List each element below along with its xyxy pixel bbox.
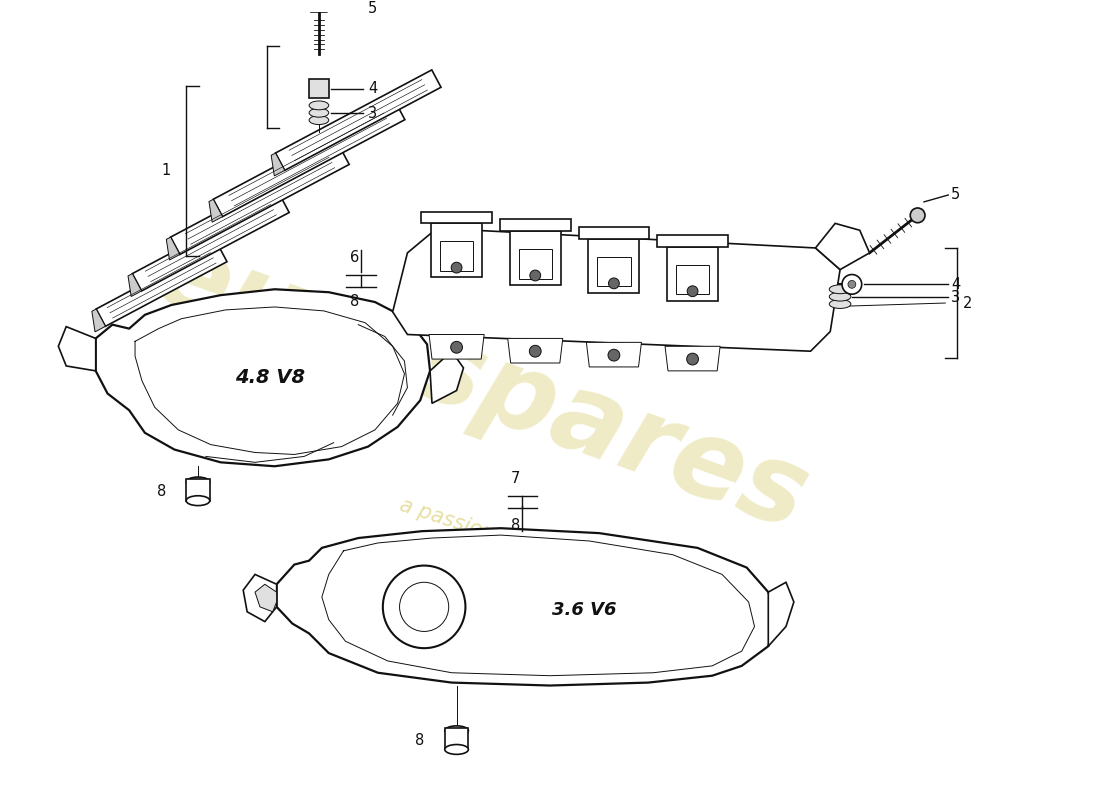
Polygon shape [243, 574, 276, 622]
Ellipse shape [444, 745, 469, 754]
Text: 4.8 V8: 4.8 V8 [234, 368, 305, 387]
Ellipse shape [186, 477, 210, 487]
Bar [444, 728, 469, 750]
Text: 8: 8 [156, 484, 166, 499]
Circle shape [399, 582, 449, 631]
Polygon shape [166, 237, 180, 260]
Polygon shape [518, 249, 552, 278]
Polygon shape [667, 247, 718, 301]
Polygon shape [440, 241, 473, 270]
Text: 2: 2 [962, 295, 972, 310]
Text: 5: 5 [952, 187, 960, 202]
Text: 6: 6 [350, 250, 359, 266]
Circle shape [910, 208, 925, 222]
Text: a passion for parts since 1985: a passion for parts since 1985 [397, 494, 703, 611]
Circle shape [608, 278, 619, 289]
Text: 3: 3 [368, 106, 377, 121]
Polygon shape [96, 244, 227, 326]
Circle shape [686, 353, 698, 365]
Polygon shape [657, 235, 728, 247]
Polygon shape [132, 195, 289, 291]
Ellipse shape [309, 101, 329, 110]
Polygon shape [170, 147, 349, 254]
Ellipse shape [309, 116, 329, 125]
Polygon shape [96, 290, 430, 466]
Ellipse shape [186, 496, 210, 506]
Ellipse shape [829, 292, 851, 301]
Ellipse shape [829, 285, 851, 294]
Text: 4: 4 [368, 81, 377, 96]
Ellipse shape [829, 299, 851, 309]
Polygon shape [579, 227, 649, 239]
Text: eurospares: eurospares [141, 218, 822, 553]
Circle shape [451, 262, 462, 273]
Text: 3: 3 [952, 290, 960, 305]
Circle shape [688, 286, 698, 297]
Polygon shape [597, 257, 630, 286]
Text: 3.6 V6: 3.6 V6 [552, 601, 617, 619]
Circle shape [608, 350, 619, 361]
Polygon shape [255, 584, 276, 612]
Text: 8: 8 [350, 294, 359, 309]
Polygon shape [815, 223, 870, 270]
Circle shape [451, 342, 462, 353]
Polygon shape [666, 346, 720, 371]
Polygon shape [275, 70, 441, 170]
Polygon shape [311, 3, 327, 12]
Circle shape [848, 281, 856, 288]
Text: 8: 8 [416, 733, 425, 748]
Polygon shape [209, 199, 222, 222]
Polygon shape [676, 265, 710, 294]
Polygon shape [430, 351, 463, 403]
Polygon shape [128, 274, 142, 297]
Text: 5: 5 [368, 1, 377, 15]
Text: 4: 4 [952, 277, 960, 292]
Polygon shape [768, 582, 794, 646]
Polygon shape [272, 153, 285, 176]
Circle shape [530, 270, 541, 281]
Polygon shape [431, 223, 482, 278]
Polygon shape [213, 102, 405, 217]
Bar [186, 479, 210, 501]
Polygon shape [309, 79, 329, 98]
Circle shape [529, 346, 541, 357]
Circle shape [842, 274, 861, 294]
Polygon shape [509, 231, 561, 286]
Polygon shape [586, 342, 641, 367]
Polygon shape [393, 228, 840, 351]
Polygon shape [508, 338, 563, 363]
Polygon shape [499, 219, 571, 231]
Polygon shape [588, 239, 639, 293]
Ellipse shape [444, 726, 469, 736]
Text: 8: 8 [512, 518, 520, 533]
Polygon shape [276, 528, 777, 686]
Polygon shape [421, 211, 492, 223]
Polygon shape [92, 309, 106, 332]
Polygon shape [429, 334, 484, 359]
Text: 1: 1 [162, 163, 170, 178]
Polygon shape [58, 326, 96, 371]
Ellipse shape [309, 108, 329, 117]
Circle shape [383, 566, 465, 648]
Text: 7: 7 [510, 470, 520, 486]
